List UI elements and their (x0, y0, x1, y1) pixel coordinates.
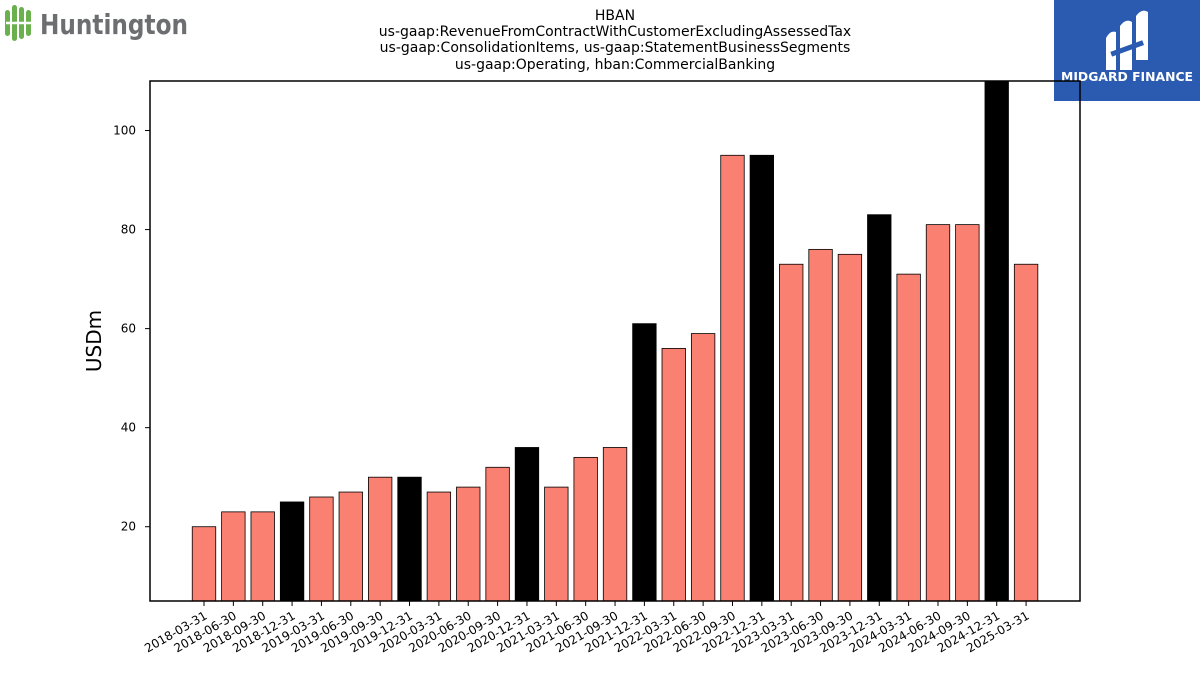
bar-2020-12-31 (514, 447, 540, 602)
bar-2025-03-31 (1013, 263, 1039, 602)
bar-2022-09-30 (720, 154, 745, 602)
y-axis-ticks: 20 40 60 80 100 (113, 124, 150, 534)
chart-title: HBAN us-gaap:RevenueFromContractWithCust… (379, 8, 851, 73)
bar-2019-12-31 (397, 476, 422, 602)
bar-2019-06-30 (338, 491, 363, 602)
bar-2022-12-31 (749, 154, 774, 602)
bar-2018-03-31 (191, 526, 217, 602)
y-tick-label-20: 20 (121, 520, 136, 534)
y-tick-label-60: 60 (121, 322, 136, 336)
bar-2023-06-30 (808, 248, 833, 602)
bar-2019-09-30 (368, 476, 393, 602)
bar-2024-03-31 (896, 273, 921, 602)
y-axis-label: USDm (82, 310, 106, 372)
chart-title-line-4: us-gaap:Operating, hban:CommercialBankin… (455, 57, 775, 73)
bar-2020-03-31 (426, 491, 452, 602)
x-axis-ticks: 2018-03-312018-06-302018-09-302018-12-31… (142, 601, 1032, 655)
bar-2018-09-30 (250, 511, 275, 602)
midgard-finance-logo: MIDGARD FINANCE (1054, 0, 1200, 101)
plot-frame (149, 80, 1081, 602)
bar-2021-03-31 (544, 486, 569, 602)
chart-title-line-3: us-gaap:ConsolidationItems, us-gaap:Stat… (380, 40, 851, 56)
y-tick-label-80: 80 (121, 223, 136, 237)
bar-2024-06-30 (925, 224, 951, 602)
y-tick-label-100: 100 (113, 124, 136, 138)
huntington-logo-text: Huntington (40, 8, 188, 41)
bar-2021-09-30 (602, 447, 628, 602)
bar-2023-03-31 (779, 263, 804, 602)
bar-2024-09-30 (955, 224, 980, 602)
bar-2023-12-31 (867, 214, 892, 602)
bar-2020-06-30 (456, 486, 481, 602)
bar-2018-12-31 (279, 501, 305, 602)
bar-2021-06-30 (573, 456, 598, 602)
bar-2022-03-31 (661, 348, 686, 602)
chart-title-line-1: HBAN (595, 8, 635, 24)
bar-2021-12-31 (632, 323, 657, 602)
huntington-logo: Huntington (5, 5, 188, 41)
bar-2023-09-30 (837, 253, 863, 602)
bar-2019-03-31 (309, 496, 334, 602)
chart-title-line-2: us-gaap:RevenueFromContractWithCustomerE… (379, 24, 851, 40)
bar-2020-09-30 (485, 466, 510, 602)
bar-2024-12-31 (984, 80, 1009, 602)
huntington-mark-icon (5, 5, 31, 41)
midgard-logo-text: MIDGARD FINANCE (1061, 70, 1193, 84)
bar-2018-06-30 (221, 511, 246, 602)
bar-series (191, 80, 1039, 602)
bar-2022-06-30 (690, 333, 716, 602)
midgard-mark-icon (1106, 10, 1148, 71)
y-tick-label-40: 40 (121, 421, 136, 435)
